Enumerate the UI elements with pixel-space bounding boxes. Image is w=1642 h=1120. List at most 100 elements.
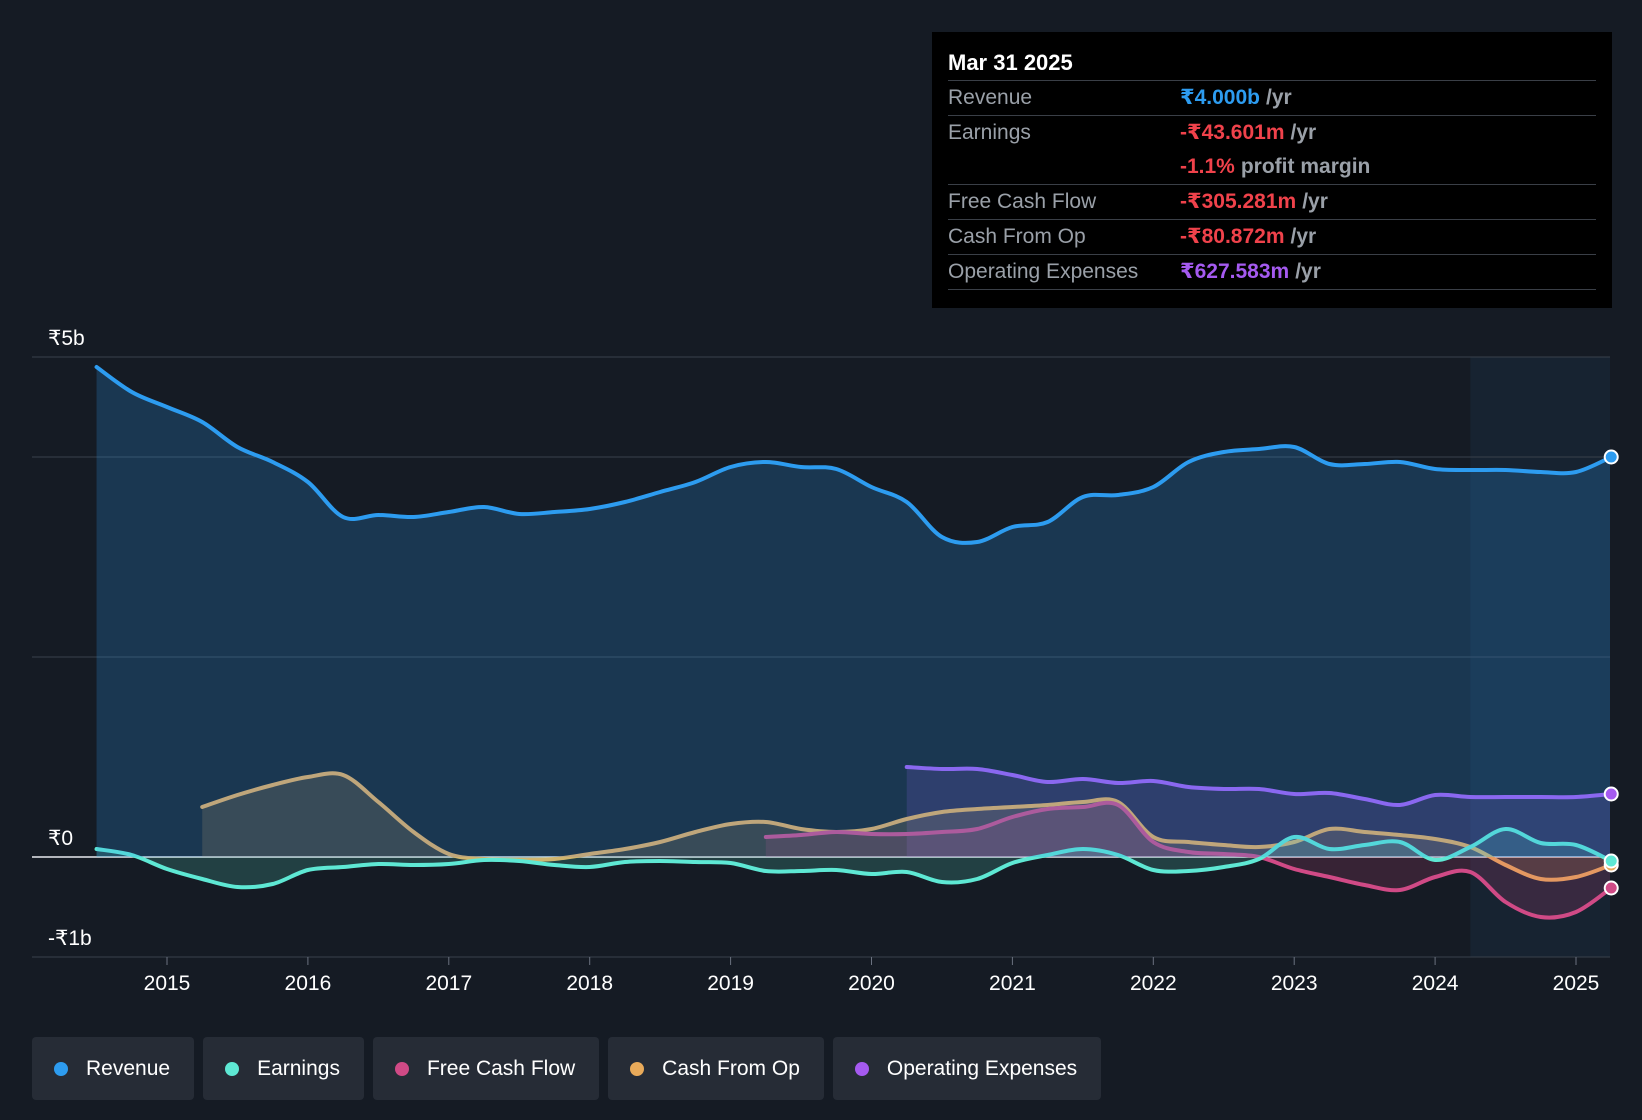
- x-tick-label: 2016: [285, 972, 332, 995]
- tooltip-value: ₹4.000b: [1180, 86, 1260, 109]
- tooltip-panel: Mar 31 2025 Revenue ₹4.000b /yr Earnings…: [932, 32, 1612, 308]
- data-point-revenue: [1540, 472, 1541, 473]
- tooltip-row-profit-margin: -1.1% profit margin: [948, 150, 1596, 184]
- tooltip-unit: /yr: [1266, 86, 1292, 109]
- data-point-earnings: [448, 864, 449, 865]
- data-point-earnings: [624, 862, 625, 863]
- y-axis: ₹5b ₹0 -₹1b: [48, 327, 92, 950]
- data-point-revenue: [624, 502, 625, 503]
- legend-dot-icon: [854, 1061, 869, 1076]
- endpoint-earnings: [1603, 853, 1619, 869]
- tooltip-label: [948, 150, 1180, 184]
- data-point-earnings: [272, 884, 273, 885]
- series-line-free-cash-flow: [763, 800, 1610, 920]
- data-point-earnings: [765, 871, 766, 872]
- tooltip-label: Earnings: [948, 121, 1031, 144]
- data-point-revenue: [977, 542, 978, 543]
- data-point-free-cash-flow: [1294, 869, 1295, 870]
- data-point-earnings: [554, 865, 555, 866]
- legend-item-free-cash-flow[interactable]: Free Cash Flow: [372, 1037, 600, 1100]
- data-point-earnings: [1012, 863, 1013, 864]
- data-point-revenue: [1435, 469, 1436, 470]
- legend: Revenue Earnings Free Cash Flow Cash Fro…: [32, 1037, 1102, 1100]
- data-point-revenue: [96, 367, 97, 368]
- data-point-earnings: [836, 870, 837, 871]
- data-point-revenue: [307, 482, 308, 483]
- tooltip-value: -₹305.281m: [1180, 190, 1297, 213]
- data-point-earnings: [871, 874, 872, 875]
- tooltip-value: -₹80.872m: [1180, 225, 1285, 248]
- tooltip-label: Cash From Op: [948, 225, 1086, 248]
- legend-label: Free Cash Flow: [426, 1056, 576, 1080]
- tooltip-unit: /yr: [1290, 121, 1317, 144]
- data-point-revenue: [836, 469, 837, 470]
- tooltip-unit: /yr: [1295, 260, 1321, 283]
- data-point-free-cash-flow: [1470, 872, 1471, 873]
- legend-item-cash-from-op[interactable]: Cash From Op: [608, 1037, 824, 1100]
- data-point-free-cash-flow: [1540, 917, 1541, 918]
- legend-item-earnings[interactable]: Earnings: [203, 1037, 364, 1100]
- legend-item-revenue[interactable]: Revenue: [32, 1037, 195, 1100]
- data-point-revenue: [660, 492, 661, 493]
- data-point-earnings: [730, 863, 731, 864]
- data-point-earnings: [519, 861, 520, 862]
- gridlines: [32, 356, 1610, 958]
- tooltip-value: -1.1%: [1180, 155, 1235, 178]
- tooltip-label: Operating Expenses: [948, 260, 1139, 283]
- data-point-revenue: [1047, 522, 1048, 523]
- data-point-earnings: [906, 872, 907, 873]
- x-tick-label: 2018: [566, 972, 613, 995]
- tooltip-unit: /yr: [1290, 225, 1317, 248]
- endpoint-free-cash-flow: [1603, 880, 1619, 896]
- data-point-revenue: [131, 392, 132, 393]
- x-tick-label: 2021: [989, 972, 1036, 995]
- data-point-earnings: [167, 869, 168, 870]
- endpoint-operating-expenses: [1603, 786, 1619, 802]
- data-point-revenue: [1188, 462, 1189, 463]
- tooltip-row-free-cash-flow: Free Cash Flow -₹305.281m /yr: [948, 184, 1596, 219]
- series-line-operating-expenses: [904, 765, 1610, 808]
- series-area-earnings: [96, 828, 1610, 888]
- tooltip-row-operating-expenses: Operating Expenses ₹627.583m /yr: [948, 254, 1596, 290]
- tooltip-unit: /yr: [1302, 190, 1328, 213]
- data-point-revenue: [343, 517, 344, 518]
- data-point-earnings: [202, 879, 203, 880]
- data-point-free-cash-flow: [1329, 877, 1330, 878]
- tooltip-row-cash-from-op: Cash From Op -₹80.872m /yr: [948, 219, 1596, 254]
- x-tick-label: 2022: [1130, 972, 1177, 995]
- legend-label: Revenue: [86, 1056, 171, 1080]
- data-point-revenue: [871, 487, 872, 488]
- data-point-revenue: [448, 512, 449, 513]
- data-point-earnings: [343, 867, 344, 868]
- legend-item-operating-expenses[interactable]: Operating Expenses: [832, 1037, 1102, 1100]
- series-area-operating-expenses: [906, 767, 1610, 857]
- series-line-cash-from-op: [200, 771, 1610, 882]
- tooltip-value: -₹43.601m: [1180, 121, 1285, 144]
- y-tick-label: ₹0: [48, 827, 73, 850]
- series-area-cash-from-op: [202, 773, 1610, 880]
- data-point-revenue: [1258, 449, 1259, 450]
- x-tick-label: 2023: [1271, 972, 1318, 995]
- data-point-free-cash-flow: [1364, 885, 1365, 886]
- data-point-free-cash-flow: [1435, 877, 1436, 878]
- x-tick-label: 2025: [1553, 972, 1600, 995]
- legend-dot-icon: [394, 1061, 409, 1076]
- data-point-revenue: [1153, 487, 1154, 488]
- data-point-revenue: [1470, 470, 1471, 471]
- data-point-revenue: [1294, 447, 1295, 448]
- legend-dot-icon: [54, 1061, 68, 1076]
- data-point-earnings: [589, 867, 590, 868]
- data-point-earnings: [413, 865, 414, 866]
- data-point-revenue: [413, 517, 414, 518]
- data-point-revenue: [941, 537, 942, 538]
- data-point-free-cash-flow: [1505, 902, 1506, 903]
- data-point-earnings: [378, 864, 379, 865]
- data-point-revenue: [1012, 527, 1013, 528]
- data-point-revenue: [378, 515, 379, 516]
- data-point-revenue: [519, 514, 520, 515]
- data-point-revenue: [1505, 470, 1506, 471]
- tooltip-value: ₹627.583m: [1180, 260, 1290, 283]
- data-point-revenue: [1364, 464, 1365, 465]
- legend-dot-icon: [225, 1061, 240, 1076]
